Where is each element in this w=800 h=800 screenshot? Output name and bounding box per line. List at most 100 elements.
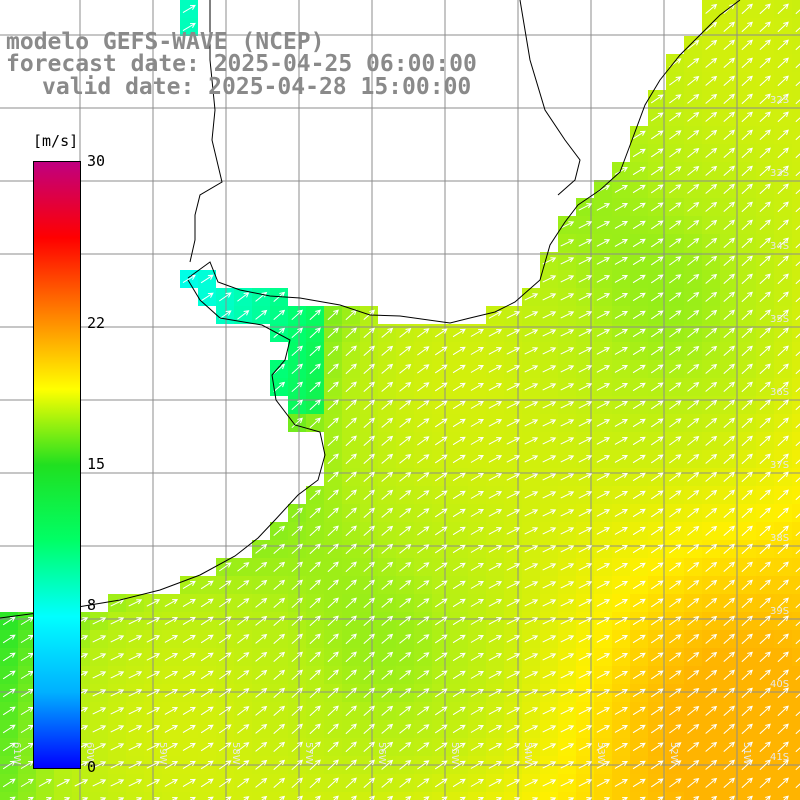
- latitude-label: 33S: [770, 168, 790, 179]
- wind-arrow: [417, 454, 430, 464]
- wind-arrow: [381, 381, 394, 392]
- wind-arrow: [669, 778, 682, 788]
- wind-arrow: [92, 743, 107, 751]
- wind-speed-cell: [162, 792, 180, 800]
- wind-arrow: [705, 615, 718, 626]
- wind-speed-cell: [792, 792, 800, 800]
- wind-arrow: [741, 597, 753, 609]
- wind-arrow: [399, 345, 412, 356]
- wind-arrow: [596, 653, 611, 661]
- wind-arrow: [2, 760, 16, 770]
- latitude-label: 34S: [770, 241, 790, 252]
- wind-arrow: [632, 328, 646, 338]
- wind-arrow: [795, 657, 800, 663]
- wind-arrow: [747, 795, 753, 800]
- wind-arrow: [506, 383, 521, 391]
- wind-arrow: [345, 579, 357, 591]
- wind-speed-cell: [468, 792, 486, 800]
- wind-arrow: [488, 671, 503, 679]
- wind-arrow: [381, 507, 394, 518]
- wind-arrow: [327, 687, 339, 699]
- wind-arrow: [128, 671, 143, 679]
- wind-arrow: [255, 309, 268, 320]
- wind-arrow: [273, 543, 286, 554]
- wind-arrow: [363, 705, 376, 717]
- wind-arrow: [182, 670, 196, 680]
- wind-arrow: [549, 797, 557, 800]
- wind-arrow: [705, 219, 718, 230]
- wind-arrow: [795, 549, 800, 555]
- wind-arrow: [542, 689, 557, 697]
- wind-arrow: [345, 507, 357, 519]
- wind-arrow: [741, 201, 753, 213]
- wind-arrow: [381, 633, 394, 644]
- wind-arrow: [381, 345, 394, 356]
- wind-arrow: [381, 759, 394, 770]
- wind-arrow: [74, 779, 89, 787]
- wind-arrow: [759, 39, 771, 51]
- wind-arrow: [705, 579, 718, 590]
- wind-arrow: [470, 652, 484, 661]
- wind-arrow: [417, 508, 430, 518]
- wind-arrow: [506, 671, 521, 679]
- wind-arrow: [345, 669, 357, 681]
- wind-arrow: [578, 221, 593, 229]
- wind-arrow: [578, 707, 593, 715]
- wind-arrow: [560, 239, 575, 247]
- wind-arrow: [687, 238, 700, 248]
- wind-arrow: [687, 40, 700, 50]
- wind-arrow: [777, 651, 789, 663]
- wind-arrow: [218, 580, 232, 590]
- wind-arrow: [741, 633, 753, 645]
- wind-arrow: [759, 687, 771, 699]
- wind-arrow: [381, 669, 394, 680]
- wind-arrow: [351, 795, 357, 800]
- wind-arrow: [542, 743, 557, 751]
- wind-arrow: [470, 724, 484, 733]
- wind-arrow: [434, 706, 448, 716]
- wind-arrow: [92, 671, 107, 679]
- wind-arrow: [488, 563, 503, 571]
- wind-speed-cell: [792, 684, 800, 702]
- wind-arrow: [741, 669, 753, 681]
- wind-arrow: [524, 689, 539, 697]
- wind-speed-cell: [792, 108, 800, 126]
- wind-arrow: [614, 616, 628, 625]
- wind-arrow: [488, 689, 503, 697]
- wind-arrow: [705, 255, 718, 266]
- wind-arrow: [687, 490, 700, 500]
- wind-arrow: [128, 707, 143, 715]
- wind-arrow: [705, 651, 718, 662]
- wind-arrow: [218, 652, 232, 662]
- wind-arrow: [759, 363, 771, 375]
- wind-arrow: [759, 597, 771, 609]
- wind-arrow: [560, 329, 575, 337]
- wind-arrow: [687, 202, 700, 212]
- wind-arrow: [723, 759, 736, 771]
- wind-arrow: [309, 363, 321, 375]
- wind-arrow: [705, 687, 718, 698]
- wind-arrow: [669, 526, 682, 536]
- wind-arrow: [20, 670, 34, 680]
- wind-arrow: [705, 471, 718, 482]
- wind-speed-cell: [18, 792, 36, 800]
- wind-speed-cell: [792, 540, 800, 558]
- wind-arrow: [795, 45, 800, 51]
- wind-arrow: [20, 706, 34, 716]
- wind-arrow: [399, 579, 412, 590]
- longitude-label: 53W: [595, 742, 606, 765]
- wind-arrow: [795, 675, 800, 681]
- wind-arrow: [399, 471, 412, 482]
- wind-arrow: [327, 669, 339, 681]
- wind-arrow: [632, 310, 646, 320]
- wind-arrow: [399, 687, 412, 698]
- wind-arrow: [777, 75, 789, 87]
- wind-arrow: [650, 382, 664, 392]
- wind-arrow: [164, 725, 179, 733]
- wind-arrow: [596, 689, 611, 697]
- wind-arrow: [381, 399, 394, 410]
- wind-arrow: [81, 797, 89, 800]
- wind-arrow: [182, 760, 196, 770]
- wind-arrow: [632, 490, 646, 500]
- wind-arrow: [524, 455, 539, 463]
